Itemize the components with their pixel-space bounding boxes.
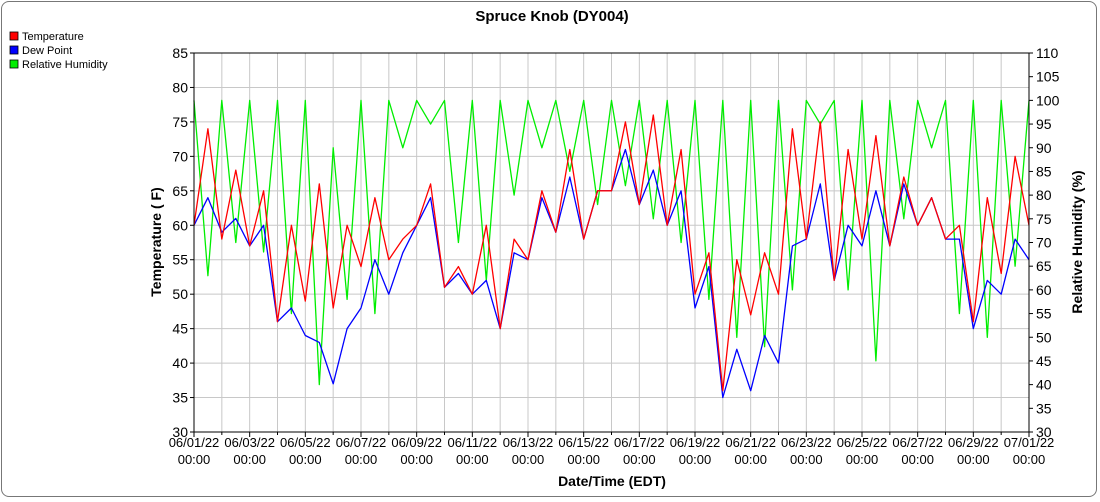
y2-tick-label: 70	[1036, 235, 1052, 251]
series-temperature-line	[193, 114, 1030, 392]
x-tick-time: 00:00	[289, 452, 322, 467]
x-tick-time: 00:00	[233, 452, 266, 467]
x-tick-time: 00:00	[1013, 452, 1046, 467]
y2-tick-label: 45	[1036, 353, 1052, 369]
y2-tick-label: 75	[1036, 211, 1052, 227]
x-tick-time: 00:00	[456, 452, 489, 467]
x-axis: 06/01/22 00:00 06/03/22 00:00 06/05/22 00:00 0…	[169, 432, 1055, 467]
left-axis: 30 35 40 45 50 55 60 65 70 75 80 85	[172, 45, 194, 440]
y-axis-label: Temperature ( F)	[148, 187, 164, 296]
y2-tick-label: 90	[1036, 140, 1052, 156]
x-tick-time: 00:00	[734, 452, 767, 467]
y-tick-label: 30	[172, 424, 188, 440]
y2-tick-label: 35	[1036, 400, 1052, 416]
x-tick-date: 06/09/22	[391, 435, 442, 450]
y-tick-label: 35	[172, 390, 188, 406]
x-tick-time: 00:00	[846, 452, 879, 467]
y-tick-label: 65	[172, 183, 188, 199]
y-tick-label: 45	[172, 321, 188, 337]
y2-axis-label: Relative Humidity (%)	[1069, 170, 1085, 313]
y-tick-label: 80	[172, 79, 188, 95]
y2-tick-label: 105	[1036, 69, 1060, 85]
x-tick-date: 06/15/22	[558, 435, 609, 450]
x-tick-date: 06/17/22	[614, 435, 665, 450]
x-tick-time: 00:00	[345, 452, 378, 467]
y2-tick-label: 50	[1036, 329, 1052, 345]
y2-tick-label: 80	[1036, 187, 1052, 203]
series-relative-humidity-line	[193, 99, 1030, 386]
x-tick-date: 06/21/22	[725, 435, 776, 450]
x-tick-date: 06/07/22	[336, 435, 387, 450]
y2-tick-label: 85	[1036, 163, 1052, 179]
x-tick-date: 06/29/22	[948, 435, 999, 450]
legend-swatch	[9, 31, 19, 41]
y-tick-label: 60	[172, 217, 188, 233]
x-tick-time: 00:00	[512, 452, 545, 467]
y-tick-label: 55	[172, 252, 188, 268]
x-tick-time: 00:00	[623, 452, 656, 467]
x-tick-time: 00:00	[567, 452, 600, 467]
y2-tick-label: 100	[1036, 92, 1060, 108]
y-tick-label: 85	[172, 45, 188, 61]
y-tick-label: 40	[172, 355, 188, 371]
series-layer	[193, 99, 1030, 399]
x-tick-date: 06/27/22	[892, 435, 943, 450]
x-tick-date: 06/23/22	[781, 435, 832, 450]
legend: Temperature Dew Point Relative Humidity	[9, 31, 108, 71]
x-tick-time: 00:00	[790, 452, 823, 467]
x-tick-date: 07/01/22	[1004, 435, 1055, 450]
legend-swatch	[9, 59, 19, 69]
y2-tick-label: 65	[1036, 258, 1052, 274]
x-tick-date: 06/11/22	[448, 435, 498, 450]
legend-label: Temperature	[22, 31, 84, 43]
x-tick-date: 06/19/22	[670, 435, 721, 450]
legend-swatch	[9, 45, 19, 55]
y2-tick-label: 60	[1036, 282, 1052, 298]
x-tick-time: 00:00	[957, 452, 990, 467]
y-tick-label: 75	[172, 114, 188, 130]
x-tick-date: 06/25/22	[837, 435, 888, 450]
legend-label: Dew Point	[22, 45, 72, 57]
x-tick-time: 00:00	[901, 452, 934, 467]
y2-tick-label: 95	[1036, 116, 1052, 132]
legend-label: Relative Humidity	[22, 59, 108, 71]
y-tick-label: 70	[172, 148, 188, 164]
x-tick-time: 00:00	[679, 452, 712, 467]
x-tick-date: 06/01/22	[169, 435, 220, 450]
x-axis-label: Date/Time (EDT)	[558, 473, 666, 489]
x-tick-date: 06/03/22	[224, 435, 275, 450]
y2-tick-label: 55	[1036, 306, 1052, 322]
x-tick-date: 06/13/22	[503, 435, 554, 450]
right-axis: 30 35 40 45 50 55 60 65 70 75 80 85 90 95 100 105 110	[1029, 45, 1060, 440]
y-tick-label: 50	[172, 286, 188, 302]
x-tick-date: 06/05/22	[280, 435, 331, 450]
x-tick-time: 00:00	[178, 452, 211, 467]
chart-title: Spruce Knob (DY004)	[475, 8, 628, 25]
y2-tick-label: 110	[1036, 45, 1059, 61]
x-tick-time: 00:00	[400, 452, 433, 467]
y2-tick-label: 30	[1036, 424, 1052, 440]
y2-tick-label: 40	[1036, 377, 1052, 393]
